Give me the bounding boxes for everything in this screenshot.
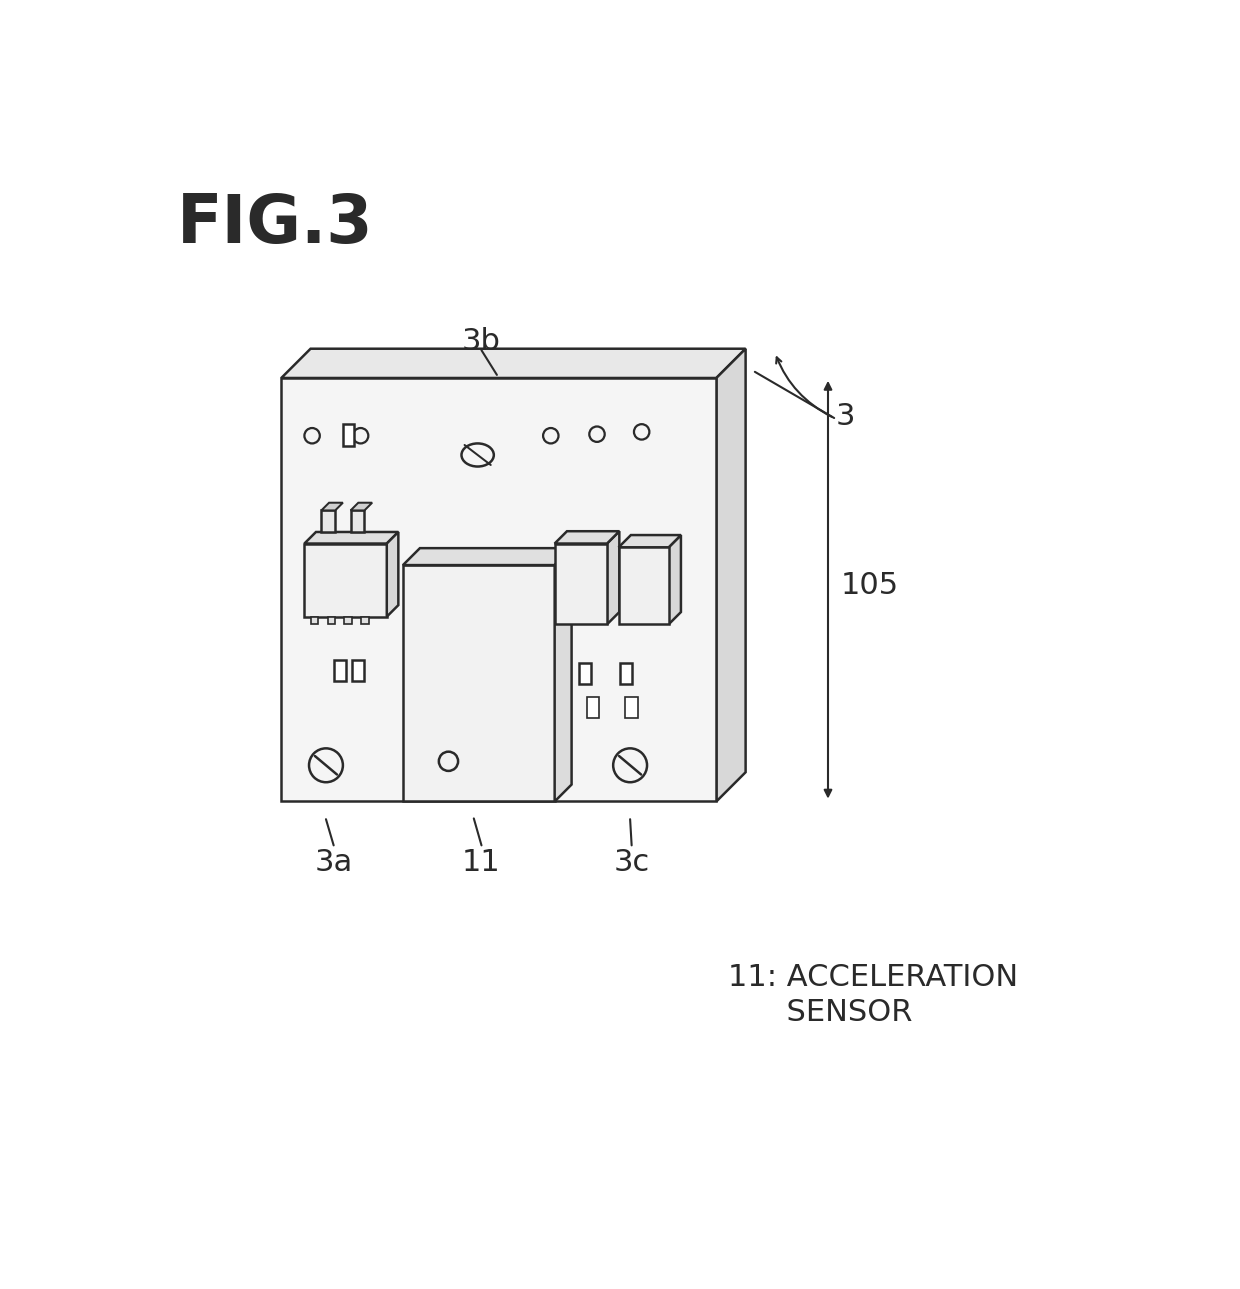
- Text: SENSOR: SENSOR: [728, 998, 913, 1027]
- Polygon shape: [387, 532, 398, 616]
- Text: 11: 11: [463, 848, 501, 877]
- Polygon shape: [351, 503, 372, 510]
- Polygon shape: [281, 378, 717, 802]
- Bar: [620, 663, 632, 684]
- Polygon shape: [554, 548, 572, 802]
- Polygon shape: [554, 531, 619, 544]
- Bar: [352, 660, 365, 682]
- Bar: [351, 510, 365, 532]
- Bar: [361, 616, 370, 624]
- Bar: [327, 616, 335, 624]
- Bar: [334, 660, 346, 682]
- Bar: [554, 544, 608, 624]
- Polygon shape: [668, 535, 681, 624]
- Bar: [304, 544, 387, 616]
- Text: 3b: 3b: [463, 326, 501, 356]
- Text: 3c: 3c: [614, 848, 650, 877]
- Bar: [579, 663, 590, 684]
- Text: FIG.3: FIG.3: [177, 191, 373, 257]
- Polygon shape: [304, 532, 398, 544]
- Bar: [310, 616, 319, 624]
- Text: 3a: 3a: [315, 848, 353, 877]
- Polygon shape: [403, 548, 572, 565]
- Bar: [321, 510, 335, 532]
- Bar: [619, 548, 668, 624]
- Bar: [403, 565, 554, 802]
- Polygon shape: [281, 349, 745, 378]
- Bar: [343, 424, 353, 446]
- Text: 11: ACCELERATION: 11: ACCELERATION: [728, 963, 1018, 993]
- Polygon shape: [608, 531, 619, 624]
- Bar: [625, 697, 637, 718]
- Polygon shape: [717, 349, 745, 802]
- Bar: [345, 616, 352, 624]
- Polygon shape: [321, 503, 343, 510]
- Text: 105: 105: [841, 571, 899, 601]
- Polygon shape: [619, 535, 681, 548]
- Bar: [587, 697, 599, 718]
- Text: 3: 3: [836, 402, 856, 431]
